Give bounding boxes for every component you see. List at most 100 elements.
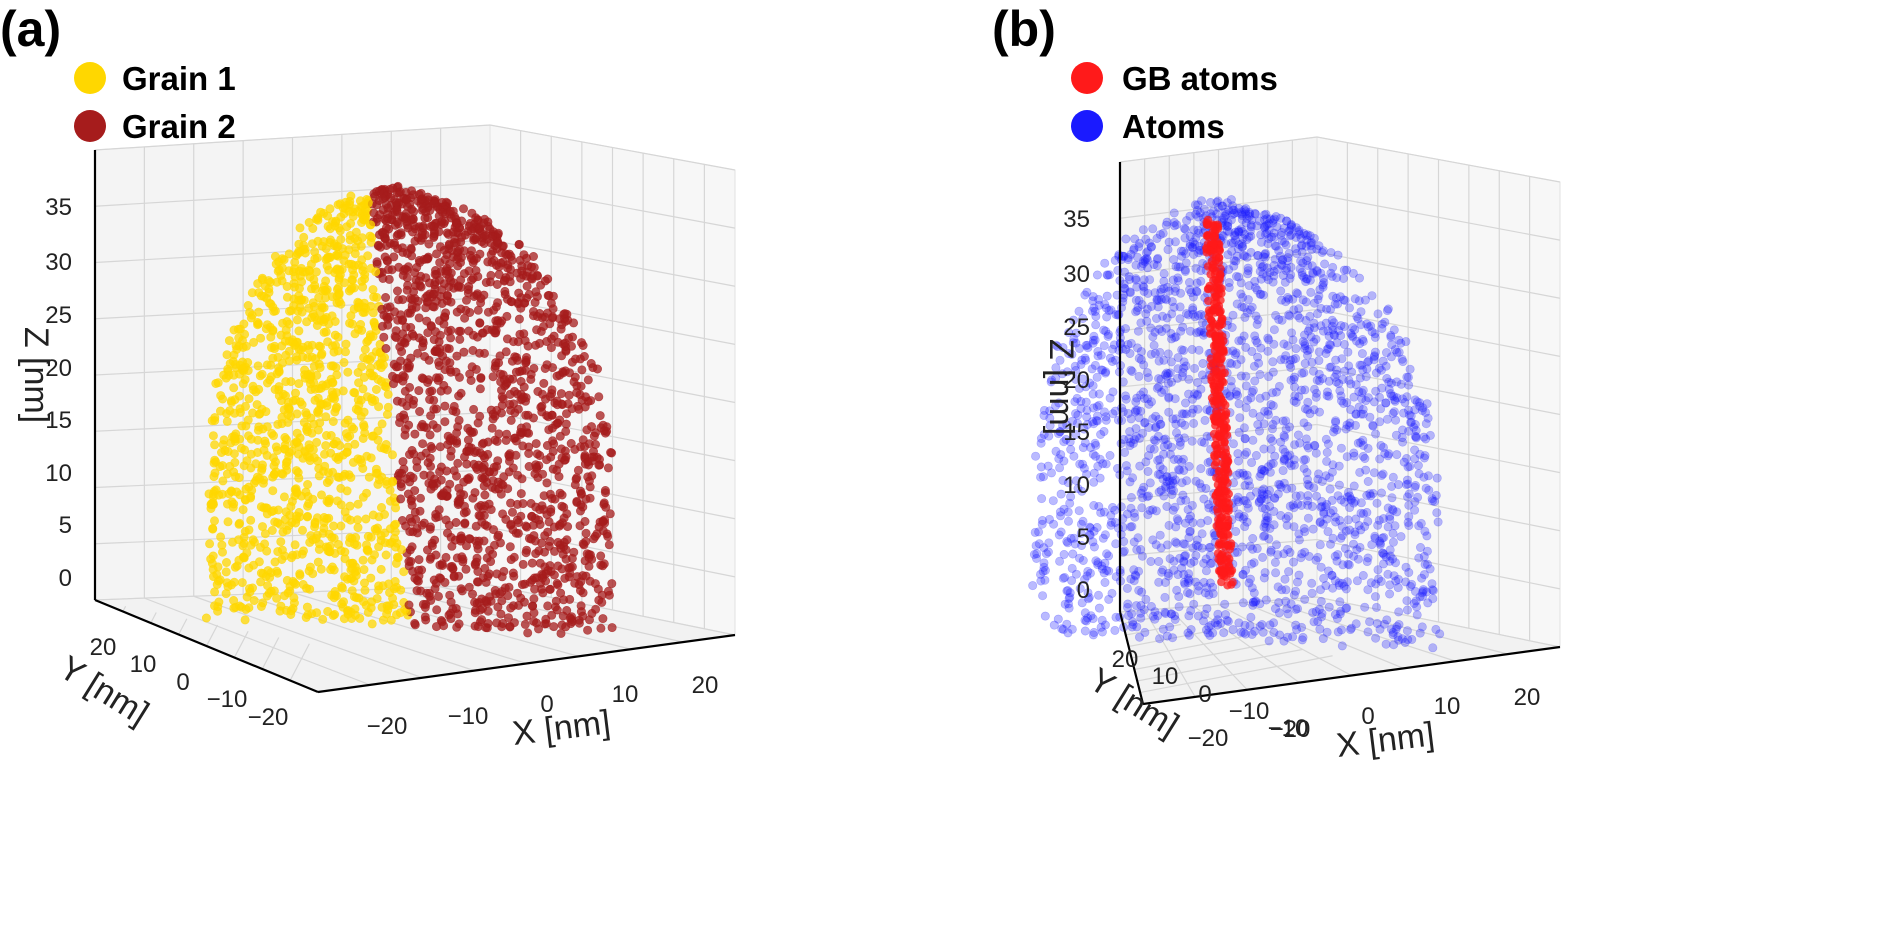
data-point [516,395,526,405]
data-point [218,547,228,557]
data-point [284,336,294,346]
data-point [1071,476,1081,486]
data-point [368,510,378,520]
legend-label: Atoms [1122,108,1225,145]
data-point [1189,225,1199,235]
data-point [1269,325,1279,335]
data-point [573,465,583,475]
data-point [1314,347,1324,357]
data-point [1068,416,1078,426]
data-point [1405,461,1415,471]
data-point [424,239,434,249]
data-point [1108,502,1118,512]
data-point [1189,418,1199,428]
data-point [305,456,315,466]
data-point [1085,568,1095,578]
data-point [396,482,406,492]
data-point [449,238,459,248]
data-point [1141,309,1151,319]
data-point [529,363,539,373]
data-point [1339,265,1349,275]
data-point [1287,483,1297,493]
data-point [355,196,365,206]
data-point [391,198,401,208]
data-point [1355,373,1365,383]
data-point [1133,326,1143,336]
data-point [425,430,435,440]
data-point [1078,313,1088,323]
data-point [1058,573,1068,583]
data-point [429,395,439,405]
data-point [410,573,420,583]
data-point [1150,327,1160,337]
data-point [1260,249,1270,259]
data-point [353,454,363,464]
data-point [1416,542,1426,552]
data-point [1165,554,1175,564]
data-point [1335,597,1345,607]
z-tick-label: 30 [45,249,72,276]
data-point [244,394,254,404]
data-point [1197,483,1207,493]
data-point [1392,393,1402,403]
data-point [1144,238,1154,248]
data-point [410,429,420,439]
data-point [490,361,500,371]
data-point [1363,322,1373,332]
data-point [1425,564,1435,574]
data-point [1078,555,1088,565]
data-point [555,520,565,530]
data-point [1224,282,1234,292]
data-point [1243,295,1253,305]
data-point [1399,408,1409,418]
data-point [1235,413,1245,423]
data-point [1311,334,1321,344]
data-point [1359,509,1369,519]
data-point [1316,562,1326,572]
data-point [1268,419,1278,429]
data-point [387,477,397,487]
data-point [1159,442,1169,452]
data-point [340,547,350,557]
data-point [272,593,282,603]
data-point [1167,309,1177,319]
data-point [1258,627,1268,637]
data-point [1259,222,1269,232]
data-point [1240,481,1250,491]
data-point [1175,437,1185,447]
data-point [1411,480,1421,490]
data-point [1362,319,1372,329]
data-point [1371,429,1381,439]
data-point [1040,575,1050,585]
data-point [323,337,333,347]
data-point [260,436,270,446]
data-point [1281,240,1291,250]
data-point [256,333,266,343]
data-point [374,402,384,412]
data-point [340,204,350,214]
data-point [269,469,279,479]
data-point [1143,263,1153,273]
data-point [303,610,313,620]
data-point [301,408,311,418]
data-point [1132,252,1142,262]
data-point [472,577,482,587]
data-point [1179,246,1189,256]
data-point [400,386,410,396]
data-point [1231,526,1241,536]
data-point [449,466,459,476]
data-point [1233,244,1243,254]
data-point [1327,467,1337,477]
data-point [510,408,520,418]
data-point [452,351,462,361]
data-point [1199,558,1209,568]
data-point [298,342,308,352]
data-point [1299,418,1309,428]
data-point [1123,340,1133,350]
data-point [1281,514,1291,524]
data-point [427,443,437,453]
data-point [1264,372,1274,382]
data-point [431,550,441,560]
data-point [488,525,498,535]
